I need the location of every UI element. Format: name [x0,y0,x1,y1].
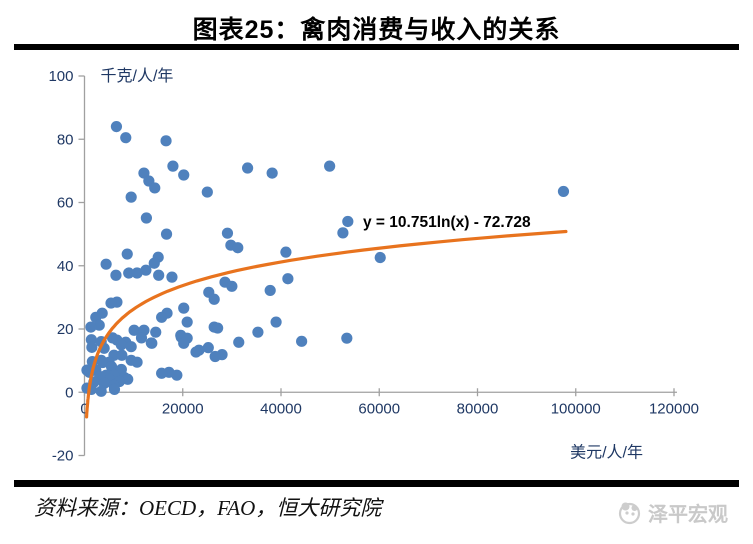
data-point [131,267,143,279]
data-point [341,332,353,344]
data-point [190,346,202,358]
data-point [121,248,133,260]
data-point [226,280,238,292]
data-point [181,316,193,328]
data-point [221,227,234,239]
data-point [178,169,190,181]
title-divider [14,44,739,50]
y-tick-label: -20 [52,448,74,465]
data-point [128,324,140,336]
zeping-macro-logo: 泽平宏观 [616,498,728,527]
data-point [125,191,137,203]
data-point [264,284,276,297]
data-point [110,121,123,133]
x-axis-unit-label: 美元/人/年 [570,443,643,461]
data-point [123,267,135,279]
data-point [116,349,128,361]
data-point [324,160,336,172]
page-title: 图表25：禽肉消费与收入的关系 [192,16,561,44]
data-point [97,356,109,369]
data-point [266,167,278,179]
data-point [146,337,158,349]
y-tick-label: 80 [57,131,74,148]
data-point [120,132,132,144]
data-point [150,326,162,338]
data-point [140,264,152,276]
data-point [232,242,244,254]
y-tick-label: 0 [65,384,73,401]
data-point [156,311,168,323]
data-point [135,332,148,344]
footer-divider [14,480,739,487]
logo-text: 泽平宏观 [648,504,728,526]
data-point [202,342,214,354]
y-tick-label: 40 [57,258,74,275]
y-tick-label: 100 [48,68,73,85]
data-point [85,321,97,333]
data-point [160,135,172,147]
x-tick-label: 0 [80,400,88,417]
data-point [233,336,245,348]
data-point [148,257,160,269]
x-tick-label: 120000 [649,400,699,417]
y-axis-unit-label: 千克/人/年 [101,67,174,85]
data-point [241,162,254,174]
trendline [85,229,568,419]
data-point [108,383,121,396]
data-point [252,326,264,338]
data-point [171,369,183,381]
data-point [212,322,224,334]
x-tick-label: 40000 [260,400,302,417]
data-point [167,160,179,172]
data-point [166,271,178,283]
data-point [280,246,292,258]
x-tick-label: 20000 [162,400,204,417]
data-point [105,297,117,309]
data-point [208,293,220,305]
data-point [105,361,118,373]
y-tick-label: 60 [57,195,74,212]
data-point [270,316,282,328]
data-point [209,350,221,363]
source-text: 资料来源：OECD，FAO，恒大研究院 [34,496,382,520]
data-point [296,335,308,347]
data-point [201,186,213,198]
data-point [131,356,143,368]
data-point [557,185,570,198]
data-point [178,302,190,314]
data-point [110,269,122,281]
x-tick-label: 60000 [358,400,400,417]
y-tick-label: 20 [57,321,74,338]
data-point [282,273,294,285]
scatter-chart: -20 0 20 40 60 80 100 0 20000 40000 60000 80000 1000… [48,67,699,465]
data-point [153,269,165,281]
data-point [337,227,349,239]
trendline-equation: y = 10.751ln(x) - 72.728 [363,214,531,231]
data-point [160,228,173,240]
data-point [115,339,127,351]
data-point [93,319,105,331]
x-tick-label: 100000 [551,400,601,417]
data-point [100,258,112,270]
data-point [149,182,161,194]
data-point [140,212,152,224]
data-point [125,341,137,353]
data-point [374,251,386,264]
data-point [178,337,190,349]
logo-icon [618,502,641,525]
x-tick-label: 80000 [457,400,499,417]
data-point [342,215,354,228]
data-point [86,341,98,353]
data-point [156,367,168,379]
data-point [95,385,107,397]
